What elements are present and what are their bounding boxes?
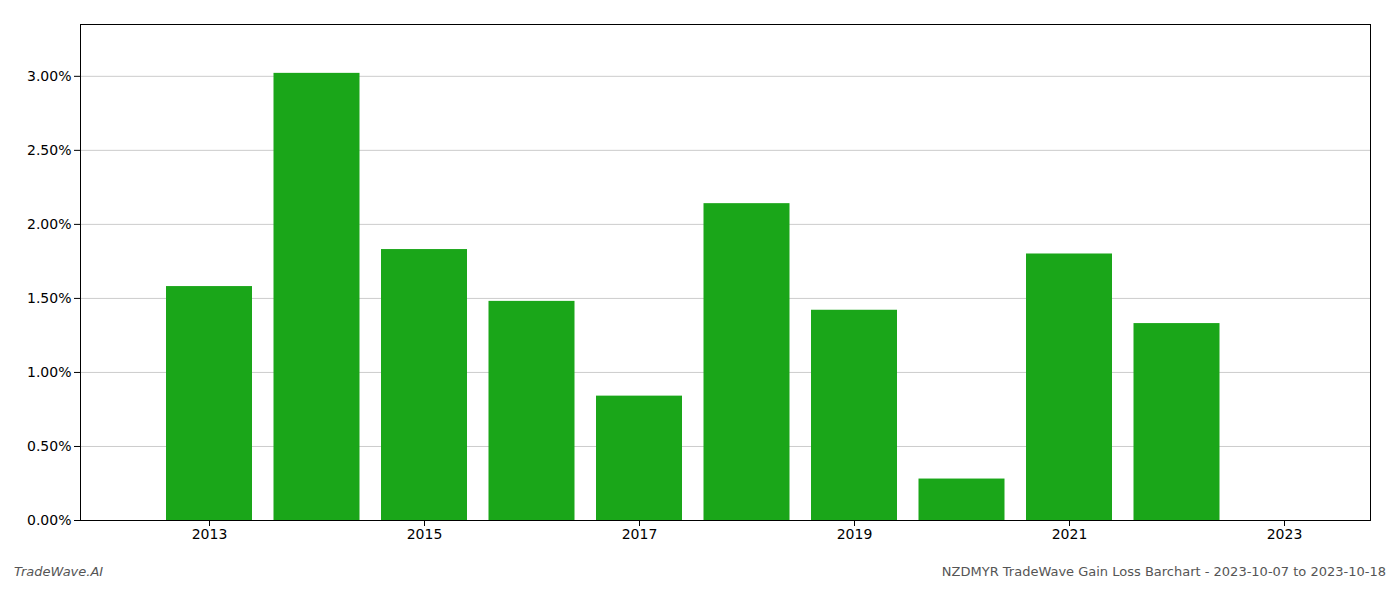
svg-text:2019: 2019 — [837, 526, 873, 542]
svg-text:2013: 2013 — [192, 526, 228, 542]
svg-text:0.00%: 0.00% — [27, 512, 71, 528]
svg-text:2.00%: 2.00% — [27, 216, 71, 232]
svg-text:2023: 2023 — [1267, 526, 1303, 542]
svg-text:0.50%: 0.50% — [27, 438, 71, 454]
svg-text:3.00%: 3.00% — [27, 68, 71, 84]
svg-text:2.50%: 2.50% — [27, 142, 71, 158]
svg-text:1.50%: 1.50% — [27, 290, 71, 306]
svg-text:2021: 2021 — [1052, 526, 1088, 542]
html-text:NZDMYR TradeWave Gain Loss Bar: NZDMYR TradeWave Gain Loss Barchart - 20… — [941, 564, 1386, 579]
svg-text:1.00%: 1.00% — [27, 364, 71, 380]
html-text:TradeWave.AI: TradeWave.AI — [14, 564, 104, 579]
svg-text:2015: 2015 — [407, 526, 443, 542]
svg-text:2017: 2017 — [622, 526, 658, 542]
